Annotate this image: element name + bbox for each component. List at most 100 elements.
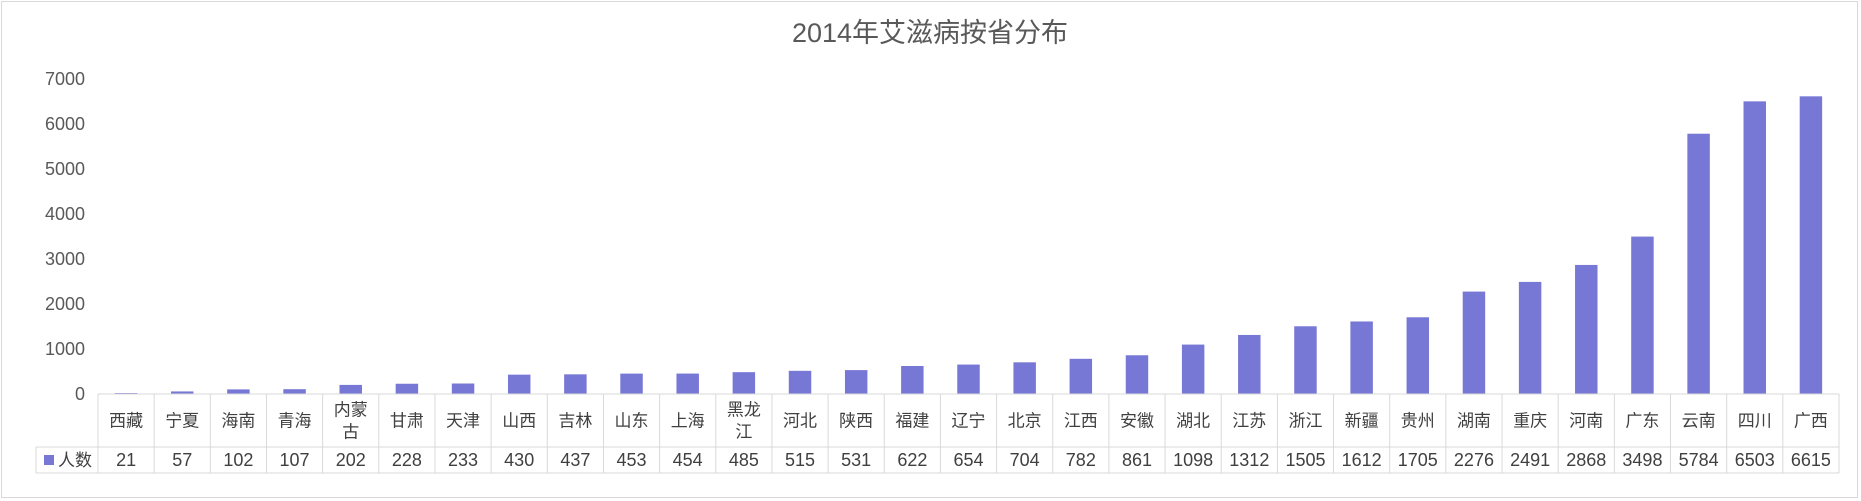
data-label: 1505 (1285, 450, 1325, 470)
data-table: 西藏 宁夏 海南 青海 内蒙古 甘肃 天津 山西 吉林 山东 上海 黑龙江 河北 陕西 福建 辽宁 北京 江西 安徽… (35, 393, 1840, 474)
category-label: 广东 (1625, 412, 1659, 432)
y-tick-label: 1000 (45, 339, 85, 359)
data-label: 453 (617, 450, 647, 470)
bars (114, 96, 1823, 395)
bar (564, 374, 587, 394)
bar (227, 389, 250, 394)
category-label: 山西 (502, 412, 536, 432)
bar (788, 370, 812, 394)
bar (1069, 358, 1093, 394)
bar (901, 366, 924, 394)
bar (1518, 281, 1542, 394)
data-label: 102 (223, 450, 253, 470)
data-label: 57 (172, 450, 192, 470)
bar (1350, 321, 1373, 394)
bar (1406, 317, 1430, 394)
category-label: 江苏 (1232, 412, 1266, 432)
data-label: 2276 (1454, 450, 1494, 470)
bar (676, 373, 699, 394)
data-label: 228 (392, 450, 422, 470)
data-label: 485 (729, 450, 759, 470)
bar (1125, 355, 1149, 394)
bar (844, 370, 868, 394)
bar (1294, 326, 1317, 394)
bar (620, 373, 643, 394)
data-label: 2868 (1566, 450, 1606, 470)
bar (1799, 96, 1823, 394)
bar (957, 364, 980, 394)
category-label: 湖北 (1176, 412, 1210, 432)
category-label: 西藏 (109, 412, 143, 432)
data-label: 704 (1010, 450, 1040, 470)
bar (1743, 101, 1766, 395)
data-label: 6503 (1735, 450, 1775, 470)
category-label: 黑龙江 (727, 401, 761, 443)
category-label: 福建 (895, 412, 929, 432)
category-label: 安徽 (1120, 412, 1154, 432)
data-label: 1098 (1173, 450, 1213, 470)
category-label: 河南 (1569, 412, 1603, 432)
category-label: 贵州 (1401, 412, 1435, 432)
data-label: 202 (336, 450, 366, 470)
data-label: 861 (1122, 450, 1152, 470)
category-label: 青海 (278, 412, 312, 432)
bar (339, 384, 362, 394)
category-label: 重庆 (1513, 412, 1547, 432)
data-label: 782 (1066, 450, 1096, 470)
bar (1181, 344, 1205, 394)
data-label: 654 (953, 450, 983, 470)
category-label: 山东 (615, 412, 649, 432)
data-label: 1612 (1342, 450, 1382, 470)
y-tick-label: 3000 (45, 249, 85, 269)
bar (1687, 133, 1710, 394)
bar (1238, 334, 1261, 394)
category-label: 吉林 (558, 412, 592, 432)
data-label: 531 (841, 450, 871, 470)
chart-title: 2014年艾滋病按省分布 (792, 18, 1068, 48)
y-tick-label: 5000 (45, 159, 85, 179)
bar (1013, 362, 1036, 394)
data-label: 6615 (1791, 450, 1831, 470)
y-tick-label: 7000 (45, 69, 85, 89)
category-label: 湖南 (1457, 412, 1491, 432)
category-label: 海南 (221, 412, 255, 432)
category-label: 天津 (446, 412, 480, 432)
data-label: 5784 (1679, 450, 1719, 470)
category-label: 云南 (1682, 412, 1716, 432)
category-label: 江西 (1064, 412, 1098, 432)
category-label: 广西 (1794, 412, 1828, 432)
category-label: 辽宁 (952, 412, 986, 432)
data-label: 454 (673, 450, 703, 470)
bar (1462, 291, 1486, 394)
bar (451, 383, 475, 394)
y-tick-label: 2000 (45, 294, 85, 314)
bar (507, 374, 531, 394)
bar (1631, 236, 1654, 394)
data-label: 233 (448, 450, 478, 470)
data-label: 515 (785, 450, 815, 470)
category-label: 宁夏 (165, 412, 199, 432)
bar (283, 389, 306, 394)
y-tick-label: 4000 (45, 204, 85, 224)
data-label: 622 (897, 450, 927, 470)
data-label: 3498 (1622, 450, 1662, 470)
category-label: 新疆 (1345, 412, 1379, 432)
category-label: 甘肃 (390, 412, 424, 432)
category-label: 内蒙古 (334, 401, 368, 443)
bar (171, 391, 194, 394)
legend-entry: 人数 (58, 451, 92, 471)
data-label: 437 (560, 450, 590, 470)
bar (395, 383, 419, 394)
y-tick-label: 0 (75, 384, 85, 404)
category-label: 四川 (1738, 412, 1772, 432)
y-tick-label: 6000 (45, 114, 85, 134)
y-axis: 0 1000 2000 3000 4000 5000 6000 7000 (45, 69, 85, 404)
category-label: 陕西 (839, 412, 873, 432)
category-label: 河北 (783, 412, 817, 432)
bar (1575, 264, 1598, 394)
data-label: 107 (280, 450, 310, 470)
category-label: 上海 (671, 412, 705, 432)
legend-key (44, 455, 54, 465)
